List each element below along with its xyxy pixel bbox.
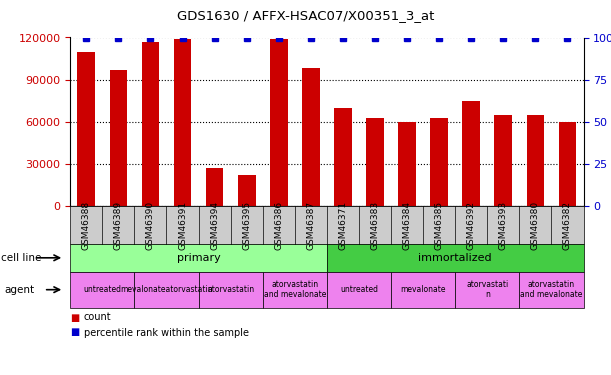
Text: GSM46393: GSM46393 <box>499 200 508 250</box>
Bar <box>494 115 512 206</box>
Text: mevalonate: mevalonate <box>400 285 446 294</box>
Text: GSM46390: GSM46390 <box>146 200 155 250</box>
Text: GSM46382: GSM46382 <box>563 201 572 249</box>
Text: GSM46388: GSM46388 <box>82 200 91 250</box>
Bar <box>302 68 320 206</box>
Text: GSM46394: GSM46394 <box>210 201 219 249</box>
Text: agent: agent <box>4 285 34 295</box>
Bar <box>366 118 384 206</box>
Text: GSM46392: GSM46392 <box>467 201 476 249</box>
Text: atorvastati
n: atorvastati n <box>466 280 508 299</box>
Text: mevalonateatorvastatin: mevalonateatorvastatin <box>120 285 213 294</box>
Text: GSM46389: GSM46389 <box>114 200 123 250</box>
Bar <box>527 115 544 206</box>
Bar <box>270 39 288 206</box>
Bar <box>206 168 224 206</box>
Bar <box>334 108 352 206</box>
Text: atorvastatin: atorvastatin <box>207 285 254 294</box>
Text: GSM46395: GSM46395 <box>242 200 251 250</box>
Text: GSM46371: GSM46371 <box>338 200 348 250</box>
Bar <box>142 42 159 206</box>
Bar <box>174 39 191 206</box>
Text: primary: primary <box>177 253 221 263</box>
Text: GSM46380: GSM46380 <box>531 200 540 250</box>
Text: untreated: untreated <box>340 285 378 294</box>
Text: percentile rank within the sample: percentile rank within the sample <box>84 327 249 338</box>
Bar <box>109 70 127 206</box>
Text: ■: ■ <box>70 327 79 338</box>
Text: untreated: untreated <box>83 285 122 294</box>
Bar <box>238 176 255 206</box>
Text: atorvastatin
and mevalonate: atorvastatin and mevalonate <box>263 280 326 299</box>
Text: GSM46385: GSM46385 <box>434 200 444 250</box>
Text: GSM46383: GSM46383 <box>370 200 379 250</box>
Bar <box>558 122 576 206</box>
Bar <box>78 52 95 206</box>
Bar <box>398 122 416 206</box>
Bar <box>430 118 448 206</box>
Text: cell line: cell line <box>1 253 41 263</box>
Text: GSM46386: GSM46386 <box>274 200 284 250</box>
Text: atorvastatin
and mevalonate: atorvastatin and mevalonate <box>520 280 583 299</box>
Text: ■: ■ <box>70 312 79 322</box>
Text: GSM46391: GSM46391 <box>178 200 187 250</box>
Text: GDS1630 / AFFX-HSAC07/X00351_3_at: GDS1630 / AFFX-HSAC07/X00351_3_at <box>177 9 434 22</box>
Text: GSM46387: GSM46387 <box>306 200 315 250</box>
Text: count: count <box>84 312 111 322</box>
Bar <box>463 101 480 206</box>
Text: immortalized: immortalized <box>419 253 492 263</box>
Text: GSM46384: GSM46384 <box>403 201 412 249</box>
